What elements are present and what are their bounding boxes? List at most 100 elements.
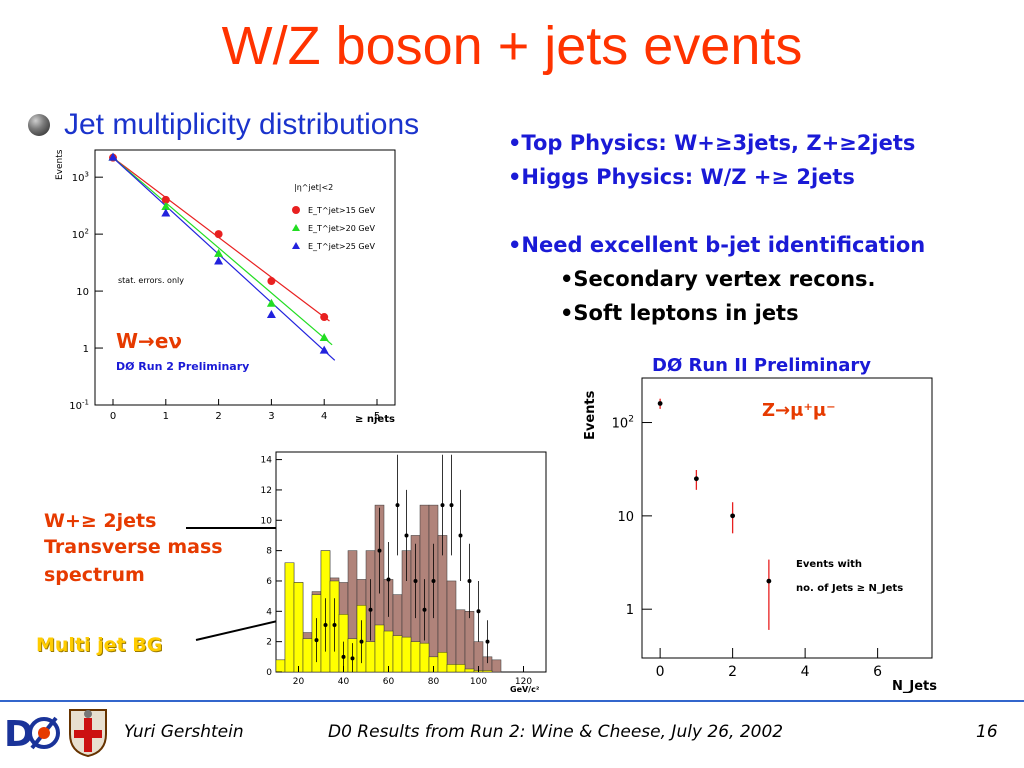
chart2-xtick-label: 80 bbox=[428, 677, 440, 687]
chart2-xtick-label: 20 bbox=[293, 677, 305, 687]
chart2-ytick-label: 14 bbox=[261, 456, 273, 466]
chart1-annot-prelim: DØ Run 2 Preliminary bbox=[116, 360, 249, 373]
main-bullet-label: Jet multiplicity distributions bbox=[64, 108, 420, 141]
chart2-ytick-label: 10 bbox=[261, 516, 273, 526]
chart2-data-point bbox=[404, 533, 409, 538]
chart1-point bbox=[319, 345, 329, 354]
bullet-top-physics: •Top Physics: W+≥3jets, Z+≥2jets bbox=[508, 131, 916, 155]
chart-w-enu: 10-1 1 10 102 103 0 1 2 3 4 5 Events ≥ njets |η^j… bbox=[55, 149, 396, 425]
chart1-xtick-label: 4 bbox=[321, 411, 327, 422]
chart1-point bbox=[161, 195, 170, 204]
chart1-xtick-label: 1 bbox=[163, 411, 169, 422]
chart1-point bbox=[266, 310, 276, 319]
bullet-bjet-id: •Need excellent b-jet identification bbox=[508, 233, 926, 257]
chart2-data-point bbox=[395, 503, 400, 508]
chart2-data-point bbox=[422, 607, 427, 612]
chart2-bar-w2jets bbox=[491, 659, 502, 673]
chart1-legend-marker-15 bbox=[292, 206, 300, 214]
chart3-ytick-label: 10 bbox=[617, 510, 634, 525]
chart2-ytick-label: 8 bbox=[266, 547, 272, 557]
chart1-point bbox=[266, 298, 276, 307]
chart3-annot-njets: no. of Jets ≥ N_Jets bbox=[796, 583, 903, 594]
chart1-ytick-label: 10 bbox=[76, 287, 89, 298]
chart1-fit-line bbox=[112, 157, 333, 346]
chart2-bar-multijet bbox=[302, 638, 313, 673]
chart2-data-point bbox=[476, 609, 481, 614]
chart1-xtick-label: 5 bbox=[374, 411, 380, 422]
chart2-data-point bbox=[323, 622, 328, 627]
chart1-legend-marker-20 bbox=[292, 224, 300, 231]
chart2-data-point bbox=[449, 503, 454, 508]
chart1-point bbox=[320, 313, 329, 322]
chart3-frame bbox=[641, 377, 933, 659]
chart1-point bbox=[214, 248, 224, 257]
label-multijet-bg: Multi jet BG bbox=[36, 634, 163, 656]
chart1-xtick-label: 2 bbox=[215, 411, 221, 422]
chart1-point bbox=[267, 277, 276, 286]
chart2-xtick-label: 120 bbox=[515, 677, 532, 687]
chart2-bar-w2jets bbox=[455, 609, 466, 673]
chart1-legend-marker-25 bbox=[292, 242, 300, 249]
slide-title: W/Z boson + jets events bbox=[221, 16, 803, 76]
d0-logo-icon: D bbox=[4, 714, 60, 755]
chart2-data-point bbox=[359, 639, 364, 644]
chart1-legend-15: E_T^jet>15 GeV bbox=[308, 206, 375, 215]
chart2-bar-multijet bbox=[374, 624, 385, 673]
footer-author: Yuri Gershtein bbox=[124, 722, 244, 742]
chart1-point bbox=[214, 256, 224, 265]
chart2-xlabel: GeV/c² bbox=[510, 685, 540, 694]
bullet-soft-leptons: •Soft leptons in jets bbox=[560, 301, 799, 325]
chart2-data-point bbox=[440, 503, 445, 508]
chart1-ytick-label: 103 bbox=[72, 171, 89, 185]
chart2-data-point bbox=[314, 638, 319, 643]
chart2-xtick-label: 60 bbox=[383, 677, 395, 687]
chart3-data-point bbox=[766, 578, 772, 584]
chart2-bar-multijet bbox=[275, 659, 286, 673]
chart1-point bbox=[108, 152, 118, 161]
chart1-annot-stat: stat. errors. only bbox=[118, 276, 184, 285]
label-spectrum: spectrum bbox=[44, 564, 145, 586]
chart2-ytick-label: 6 bbox=[266, 577, 272, 587]
chart1-xlabel: ≥ njets bbox=[355, 414, 395, 425]
chart2-bar-multijet bbox=[401, 636, 412, 673]
chart3-data-point bbox=[730, 513, 736, 519]
chart1-point bbox=[161, 208, 171, 217]
chart2-bar-multijet bbox=[446, 664, 457, 673]
chart1-ytick-label: 1 bbox=[83, 344, 89, 355]
chart1-ytick-label: 102 bbox=[72, 228, 89, 242]
chart2-bar-multijet bbox=[392, 635, 403, 673]
footer-talk: D0 Results from Run 2: Wine & Cheese, Ju… bbox=[328, 722, 784, 742]
chart1-point bbox=[319, 333, 329, 342]
label-w-2jets: W+≥ 2jets bbox=[44, 510, 157, 532]
chart2-data-point bbox=[386, 577, 391, 582]
chart-z-mumu: DØ Run II Preliminary 1 10 102 0 2 4 6 Events… bbox=[583, 355, 937, 694]
university-crest-icon bbox=[69, 709, 107, 758]
chart-transverse-mass: 0 2 4 6 8 10 12 14 20 40 60 80 100 120 GeV/c² bbox=[261, 451, 547, 694]
chart2-bar-multijet bbox=[464, 668, 475, 673]
chart2-bar-w2jets bbox=[464, 611, 475, 673]
chart2-data-point bbox=[377, 548, 382, 553]
chart3-title: DØ Run II Preliminary bbox=[652, 355, 871, 376]
chart1-xtick-label: 0 bbox=[110, 411, 116, 422]
bullet-higgs-physics: •Higgs Physics: W/Z +≥ 2jets bbox=[508, 165, 855, 189]
bullet-ball-icon bbox=[28, 114, 50, 136]
chart2-data-point bbox=[332, 622, 337, 627]
chart1-legend-25: E_T^jet>25 GeV bbox=[308, 242, 375, 251]
chart2-xtick-label: 100 bbox=[470, 677, 487, 687]
chart2-ytick-label: 4 bbox=[266, 607, 272, 617]
chart2-bar-w2jets bbox=[446, 580, 457, 673]
bullet-secondary-vertex: •Secondary vertex recons. bbox=[560, 267, 876, 291]
chart2-data-point bbox=[413, 578, 418, 583]
chart3-ytick-label: 1 bbox=[626, 603, 634, 618]
chart2-bar-multijet bbox=[284, 562, 295, 673]
chart3-ytick-label: 102 bbox=[612, 415, 634, 432]
chart2-xtick-label: 40 bbox=[338, 677, 350, 687]
chart2-bar-multijet bbox=[410, 641, 421, 673]
chart1-fit-line bbox=[112, 157, 330, 322]
chart1-xtick-label: 3 bbox=[268, 411, 274, 422]
chart2-bar-w2jets bbox=[437, 535, 448, 673]
chart2-bar-multijet bbox=[482, 670, 493, 673]
chart3-xtick-label: 6 bbox=[873, 664, 882, 680]
chart2-data-point bbox=[467, 578, 472, 583]
chart1-ylabel: Events bbox=[55, 149, 65, 180]
